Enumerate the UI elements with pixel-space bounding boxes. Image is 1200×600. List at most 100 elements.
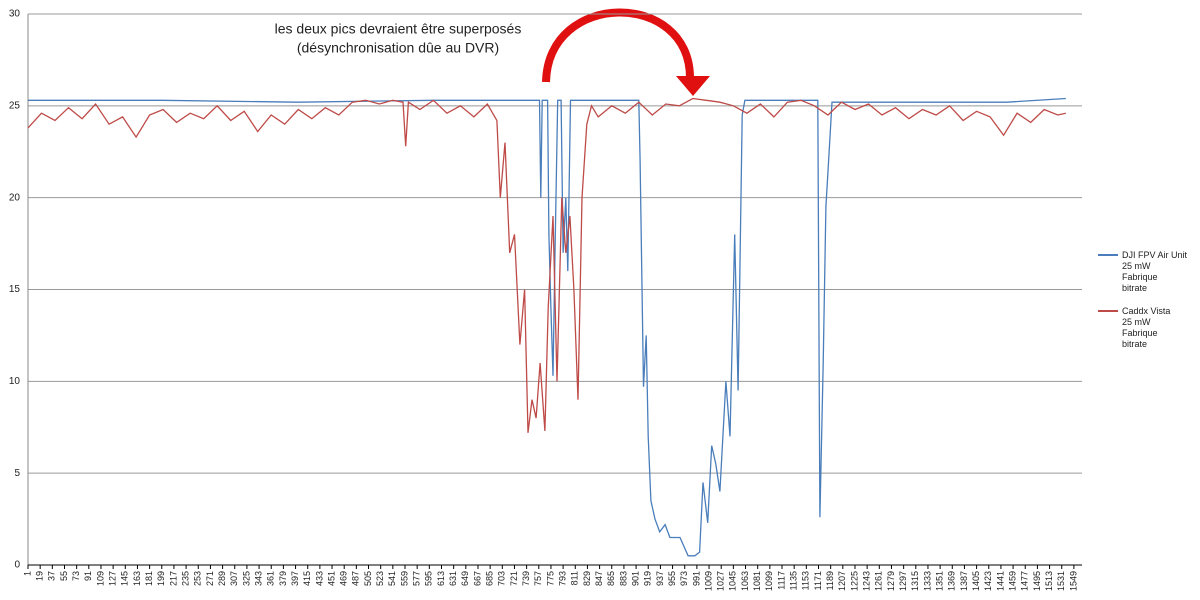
- x-tick-label: 703: [497, 571, 507, 586]
- x-tick-label: 1495: [1032, 571, 1042, 591]
- series-line: [27, 97, 1066, 433]
- x-tick-label: 793: [557, 571, 567, 586]
- x-tick-label: 901: [630, 571, 640, 586]
- x-tick-label: 487: [351, 571, 361, 586]
- x-tick-label: 631: [448, 571, 458, 586]
- x-tick-label: 1387: [959, 571, 969, 591]
- x-tick-label: 883: [618, 571, 628, 586]
- y-tick-label: 0: [14, 560, 20, 571]
- x-tick-label: 1261: [874, 571, 884, 591]
- x-tick-label: 1225: [849, 571, 859, 591]
- x-tick-label: 1135: [789, 571, 799, 590]
- x-tick-label: 73: [71, 571, 81, 581]
- y-tick-label: 20: [9, 192, 21, 203]
- x-tick-label: 1531: [1056, 571, 1066, 591]
- x-tick-label: 1441: [995, 571, 1005, 591]
- x-tick-label: 1117: [776, 571, 786, 590]
- x-tick-label: 451: [326, 571, 336, 586]
- x-tick-label: 271: [205, 571, 215, 586]
- x-tick-label: 739: [521, 571, 531, 586]
- arrow: [542, 8, 694, 83]
- x-tick-label: 361: [266, 571, 276, 586]
- x-tick-label: 577: [412, 571, 422, 586]
- x-tick-label: 1369: [947, 571, 957, 591]
- x-tick-label: 1099: [764, 571, 774, 591]
- x-tick-label: 253: [193, 571, 203, 586]
- x-tick-label: 55: [59, 571, 69, 581]
- x-tick-label: 163: [132, 571, 142, 586]
- x-tick-label: 217: [168, 571, 178, 586]
- x-tick-label: 667: [472, 571, 482, 586]
- x-tick-label: 757: [533, 571, 543, 586]
- x-tick-label: 1171: [813, 571, 823, 590]
- legend-entry: Caddx Vista 25 mW Fabrique bitrate: [1122, 306, 1171, 349]
- y-tick-label: 15: [9, 284, 21, 295]
- x-tick-label: 235: [180, 571, 190, 586]
- x-tick-label: 1315: [910, 571, 920, 591]
- x-tick-label: 595: [424, 571, 434, 586]
- x-tick-label: 559: [399, 571, 409, 586]
- x-tick-label: 649: [460, 571, 470, 586]
- x-tick-label: 109: [95, 571, 105, 586]
- x-tick-label: 919: [643, 571, 653, 586]
- x-tick-label: 19: [35, 571, 45, 581]
- x-tick-label: 937: [655, 571, 665, 586]
- x-tick-label: 1153: [801, 571, 811, 590]
- x-tick-label: 1549: [1068, 571, 1078, 591]
- x-tick-label: 811: [570, 571, 580, 585]
- x-tick-label: 145: [120, 571, 130, 586]
- x-tick-label: 1009: [703, 571, 713, 591]
- y-tick-label: 30: [9, 9, 21, 20]
- x-tick-label: 613: [436, 571, 446, 586]
- x-tick-label: 325: [241, 571, 251, 586]
- x-tick-label: 127: [108, 571, 118, 586]
- legend-entry: DJI FPV Air Unit 25 mW Fabrique bitrate: [1122, 250, 1188, 293]
- x-tick-label: 829: [582, 571, 592, 586]
- y-tick-label: 5: [14, 468, 20, 479]
- x-tick-label: 955: [667, 571, 677, 586]
- arrow-head: [676, 76, 710, 96]
- x-tick-label: 1513: [1044, 571, 1054, 591]
- x-tick-label: 865: [606, 571, 616, 586]
- x-tick-label: 1351: [934, 571, 944, 591]
- x-tick-label: 1279: [886, 571, 896, 591]
- x-tick-label: 289: [217, 571, 227, 586]
- x-tick-label: 181: [144, 571, 154, 586]
- x-tick-label: 307: [229, 571, 239, 586]
- x-tick-label: 1027: [716, 571, 726, 591]
- x-tick-label: 505: [363, 571, 373, 586]
- x-tick-label: 1243: [862, 571, 872, 591]
- x-tick-label: 721: [509, 571, 519, 586]
- x-tick-label: 397: [290, 571, 300, 586]
- x-tick-label: 685: [485, 571, 495, 586]
- x-tick-label: 415: [302, 571, 312, 586]
- annotation: les deux pics devraient être superposés: [275, 21, 522, 37]
- x-tick-label: 1063: [740, 571, 750, 591]
- x-tick-label: 973: [679, 571, 689, 586]
- x-tick-label: 775: [545, 571, 555, 586]
- x-tick-label: 1081: [752, 571, 762, 591]
- x-tick-label: 343: [253, 571, 263, 586]
- annotation: (désynchronisation dûe au DVR): [297, 40, 499, 56]
- x-tick-label: 1207: [837, 571, 847, 591]
- x-tick-label: 379: [278, 571, 288, 586]
- x-tick-label: 1297: [898, 571, 908, 591]
- x-tick-label: 1423: [983, 571, 993, 591]
- x-tick-label: 199: [156, 571, 166, 586]
- series-line: [28, 97, 1066, 557]
- x-tick-label: 433: [314, 571, 324, 586]
- x-tick-label: 37: [47, 571, 57, 581]
- x-tick-label: 1405: [971, 571, 981, 591]
- x-tick-label: 847: [594, 571, 604, 586]
- y-tick-label: 10: [9, 376, 21, 387]
- x-tick-label: 991: [691, 571, 701, 586]
- y-tick-label: 25: [9, 100, 21, 111]
- x-tick-label: 1189: [825, 571, 835, 590]
- x-tick-label: 469: [339, 571, 349, 586]
- x-tick-label: 1: [22, 571, 32, 576]
- x-tick-label: 1477: [1020, 571, 1030, 591]
- x-tick-label: 1333: [922, 571, 932, 591]
- x-tick-label: 523: [375, 571, 385, 586]
- x-tick-label: 1045: [728, 571, 738, 591]
